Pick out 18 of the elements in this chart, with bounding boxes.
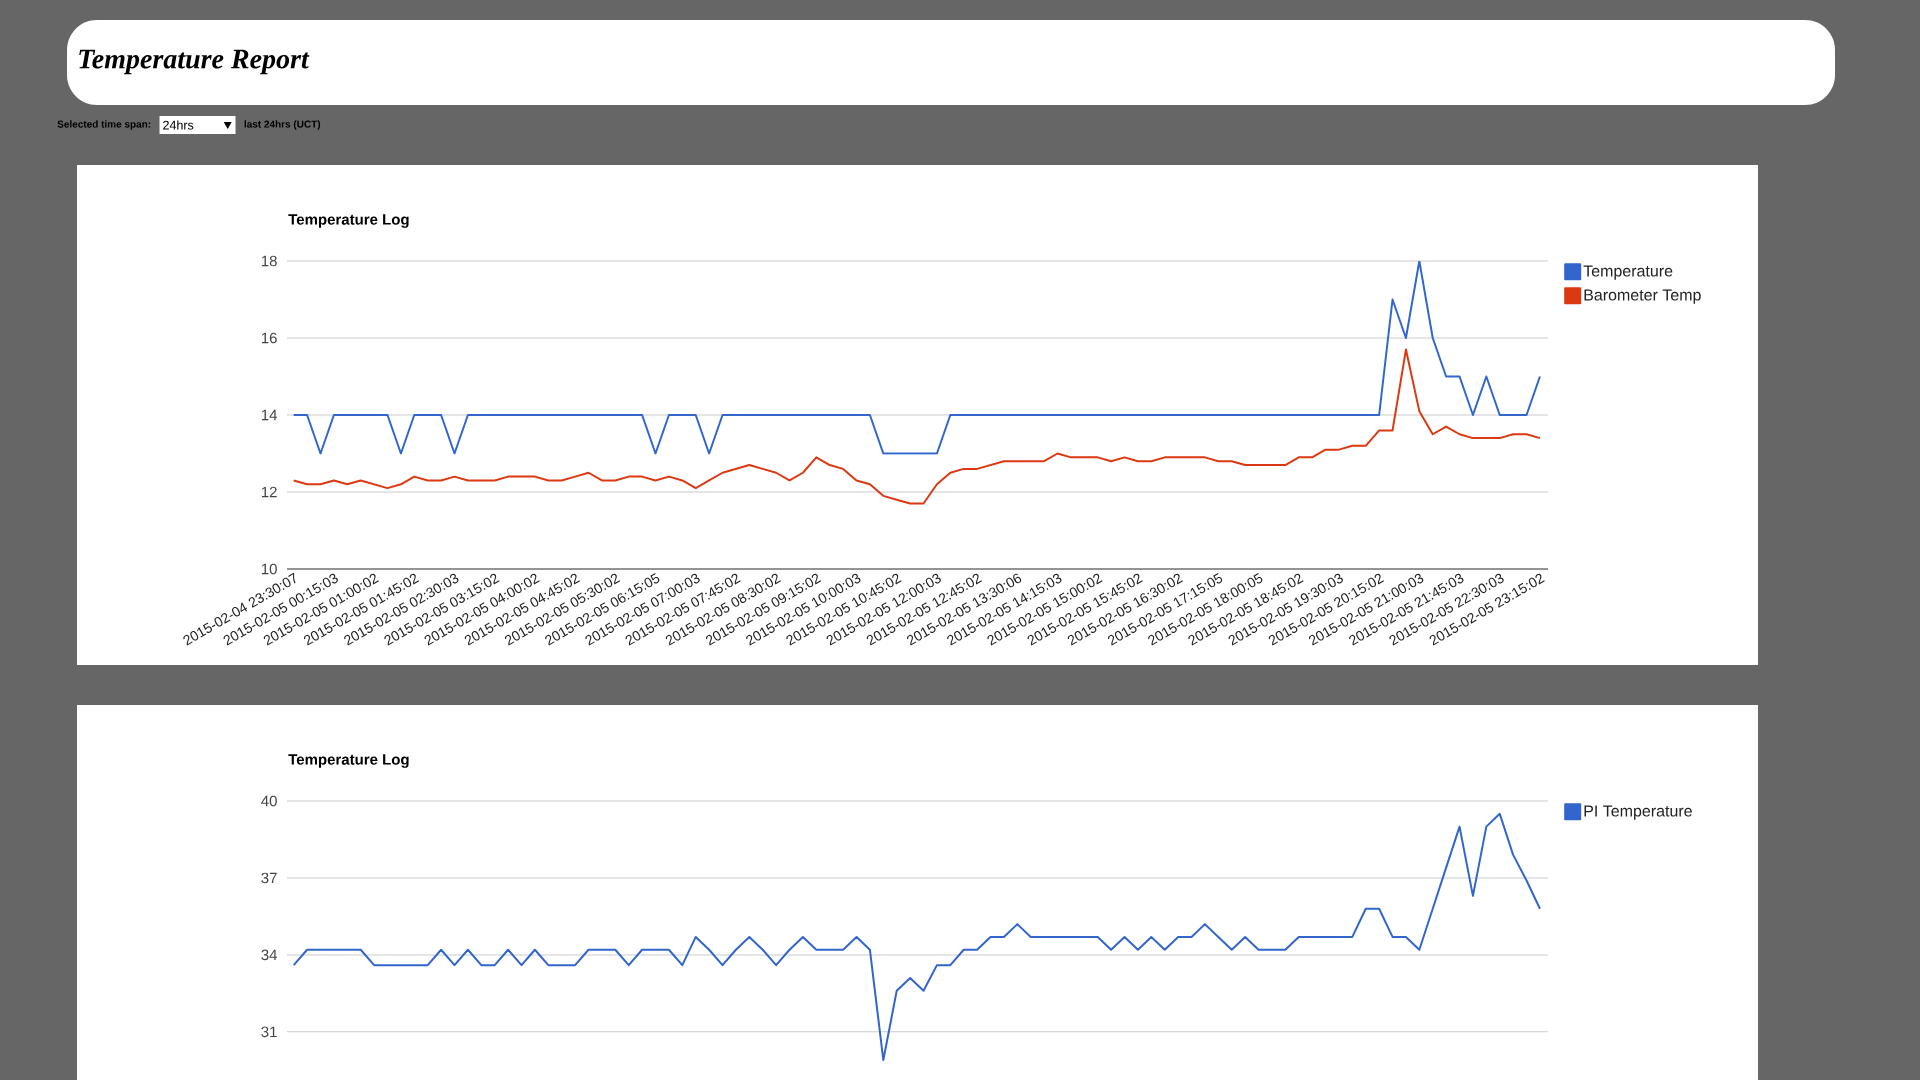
legend-label: Temperature: [1583, 265, 1673, 280]
y-tick-label: 40: [261, 795, 277, 807]
chart-title: Temperature Log: [288, 754, 409, 768]
y-tick-label: 31: [261, 1026, 277, 1038]
legend-label: Barometer Temp: [1584, 289, 1701, 304]
text: 24hrs: [163, 120, 194, 130]
text: Temperature Report: [79, 49, 310, 75]
chart-title: Temperature Log: [288, 214, 409, 228]
y-tick-label: 10: [261, 563, 277, 575]
y-tick-label: 14: [261, 409, 278, 421]
y-tick-label: 12: [261, 486, 277, 498]
y-tick-label: 34: [261, 949, 278, 961]
y-tick-label: 18: [261, 255, 277, 267]
legend-label: PI Temperature: [1584, 805, 1692, 820]
y-tick-label: 37: [261, 872, 277, 884]
text: last 24hrs (UCT): [244, 120, 321, 130]
y-tick-label: 16: [261, 332, 277, 344]
text: Selected time span:: [57, 120, 151, 130]
